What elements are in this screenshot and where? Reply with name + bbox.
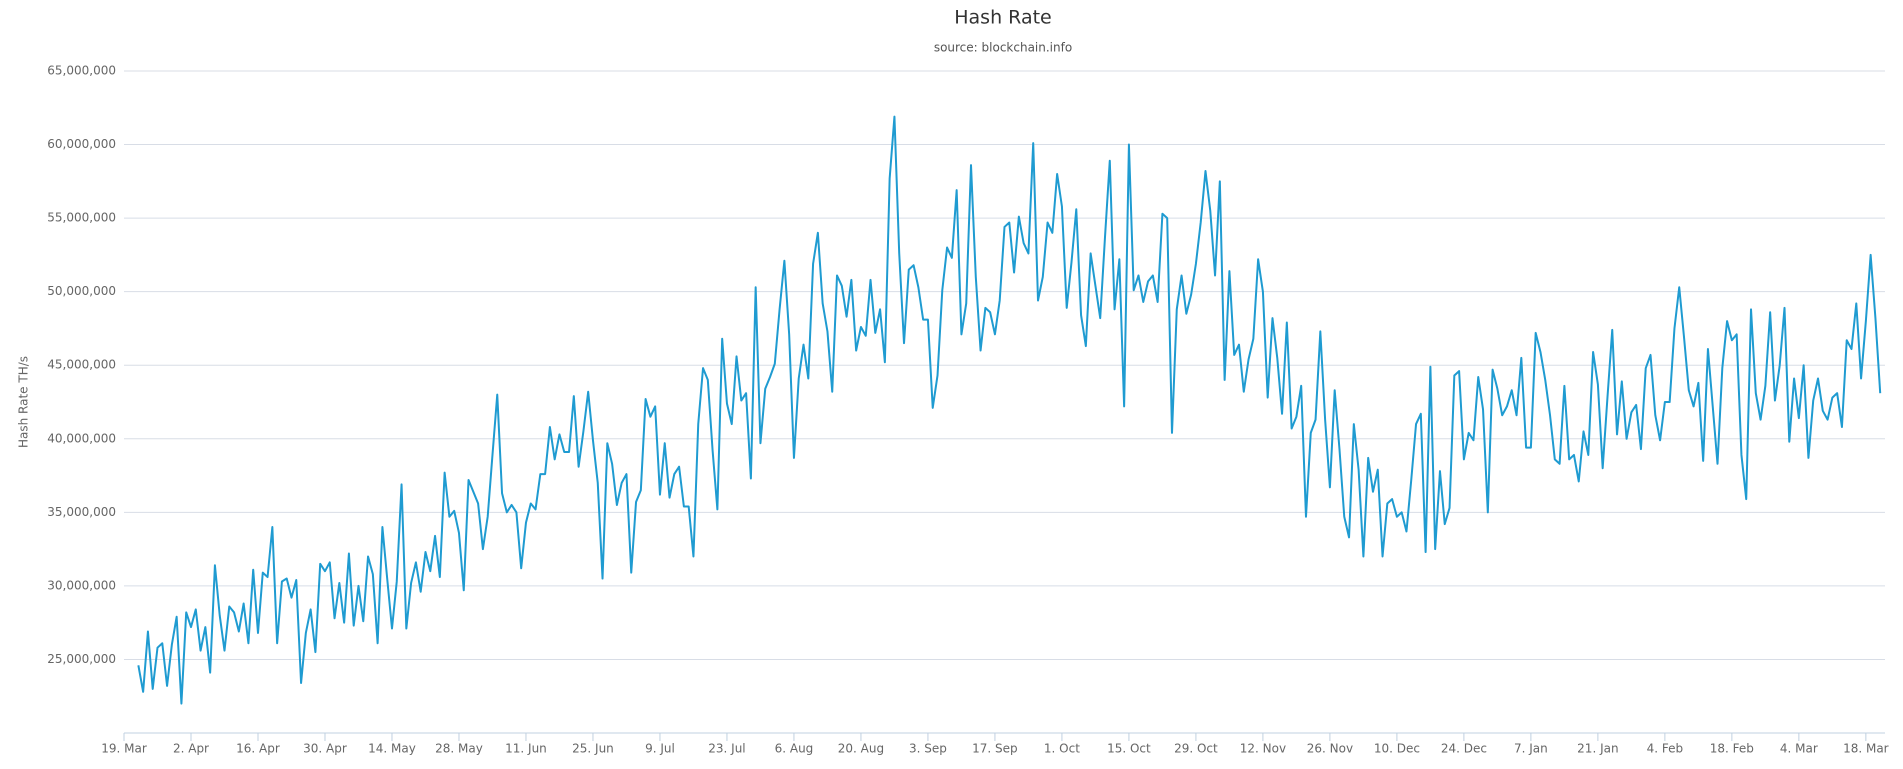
y-tick-label: 35,000,000 bbox=[47, 505, 116, 519]
x-tick-label: 11. Jun bbox=[505, 742, 547, 756]
x-tick-label: 4. Feb bbox=[1647, 742, 1684, 756]
x-tick-label: 21. Jan bbox=[1577, 742, 1618, 756]
x-tick-label: 24. Dec bbox=[1441, 742, 1487, 756]
x-tick-label: 10. Dec bbox=[1374, 742, 1420, 756]
x-tick-label: 1. Oct bbox=[1044, 742, 1080, 756]
x-tick-label: 20. Aug bbox=[838, 742, 884, 756]
x-tick-label: 25. Jun bbox=[572, 742, 614, 756]
y-tick-label: 50,000,000 bbox=[47, 284, 116, 298]
data-line bbox=[137, 115, 1882, 705]
x-tick-label: 12. Nov bbox=[1240, 742, 1286, 756]
x-tick-label: 28. May bbox=[435, 742, 483, 756]
chart-subtitle: source: blockchain.info bbox=[934, 41, 1072, 55]
x-tick-label: 29. Oct bbox=[1174, 742, 1218, 756]
x-tick-label: 15. Oct bbox=[1107, 742, 1151, 756]
x-tick-label: 16. Apr bbox=[236, 742, 280, 756]
y-tick-label: 45,000,000 bbox=[47, 358, 116, 372]
x-tick-label: 23. Jul bbox=[708, 742, 745, 756]
x-tick-label: 19. Mar bbox=[101, 742, 147, 756]
x-tick-label: 26. Nov bbox=[1307, 742, 1353, 756]
y-axis-title: Hash Rate TH/s bbox=[17, 356, 31, 448]
x-tick-label: 7. Jan bbox=[1514, 742, 1548, 756]
x-tick-label: 17. Sep bbox=[972, 742, 1018, 756]
y-tick-label: 40,000,000 bbox=[47, 431, 116, 445]
y-tick-label: 65,000,000 bbox=[47, 64, 116, 78]
x-tick-label: 18. Mar bbox=[1843, 742, 1889, 756]
y-tick-label: 55,000,000 bbox=[47, 211, 116, 225]
x-tick-label: 6. Aug bbox=[775, 742, 814, 756]
x-tick-label: 3. Sep bbox=[909, 742, 947, 756]
x-tick-label: 4. Mar bbox=[1780, 742, 1818, 756]
x-tick-label: 2. Apr bbox=[173, 742, 209, 756]
y-tick-label: 60,000,000 bbox=[47, 137, 116, 151]
x-tick-label: 30. Apr bbox=[303, 742, 347, 756]
x-tick-label: 9. Jul bbox=[645, 742, 675, 756]
chart-title: Hash Rate bbox=[954, 7, 1051, 29]
x-tick-label: 18. Feb bbox=[1710, 742, 1754, 756]
y-tick-label: 25,000,000 bbox=[47, 652, 116, 666]
x-tick-label: 14. May bbox=[368, 742, 416, 756]
y-tick-label: 30,000,000 bbox=[47, 578, 116, 592]
